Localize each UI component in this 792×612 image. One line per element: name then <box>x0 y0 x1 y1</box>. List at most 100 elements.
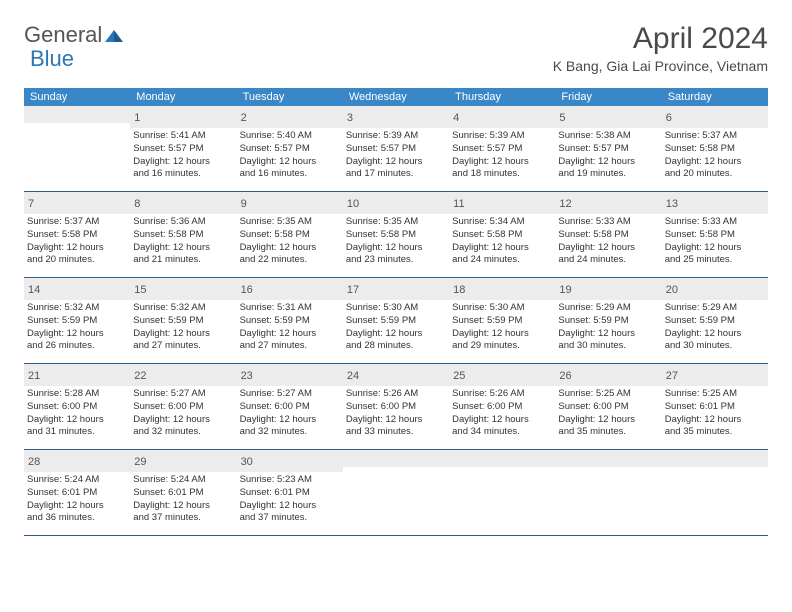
day-body: Sunrise: 5:29 AMSunset: 5:59 PMDaylight:… <box>558 300 658 353</box>
day-info-line: Daylight: 12 hours <box>133 242 233 255</box>
day-number: 24 <box>347 370 359 382</box>
day-info-line: Sunrise: 5:31 AM <box>240 302 340 315</box>
day-number-row: 2 <box>237 106 343 128</box>
day-number: 6 <box>666 112 672 124</box>
day-number: 5 <box>559 112 565 124</box>
day-cell: 4 Sunrise: 5:39 AMSunset: 5:57 PMDaylight… <box>449 106 555 191</box>
day-body: Sunrise: 5:41 AMSunset: 5:57 PMDaylight:… <box>133 128 233 181</box>
day-info-line: Sunrise: 5:32 AM <box>27 302 127 315</box>
day-body: Sunrise: 5:24 AMSunset: 6:01 PMDaylight:… <box>133 472 233 525</box>
day-number-row: 5 <box>555 106 661 128</box>
day-cell: 5 Sunrise: 5:38 AMSunset: 5:57 PMDaylight… <box>555 106 661 191</box>
day-number: 2 <box>241 112 247 124</box>
day-info-line: Sunset: 5:57 PM <box>133 143 233 156</box>
day-cell: 1Sunrise: 5:41 AMSunset: 5:57 PMDaylight… <box>130 106 236 191</box>
day-info-line: and 27 minutes. <box>240 340 340 353</box>
day-info-line: and 18 minutes. <box>452 168 552 181</box>
day-info-line: Sunrise: 5:24 AM <box>133 474 233 487</box>
day-body: Sunrise: 5:26 AMSunset: 6:00 PMDaylight:… <box>346 386 446 439</box>
day-cell: 16Sunrise: 5:31 AMSunset: 5:59 PMDayligh… <box>237 278 343 363</box>
day-info-line: Sunrise: 5:30 AM <box>452 302 552 315</box>
day-number-row: 28 <box>24 450 130 472</box>
day-cell <box>662 450 768 535</box>
day-number: 21 <box>28 370 40 382</box>
day-body: Sunrise: 5:32 AMSunset: 5:59 PMDaylight:… <box>27 300 127 353</box>
weekday-header: Friday <box>555 88 661 106</box>
day-cell: 25Sunrise: 5:26 AMSunset: 6:00 PMDayligh… <box>449 364 555 449</box>
day-info-line: Sunrise: 5:37 AM <box>665 130 765 143</box>
day-info-line: Daylight: 12 hours <box>240 414 340 427</box>
day-cell: 7Sunrise: 5:37 AMSunset: 5:58 PMDaylight… <box>24 192 130 277</box>
calendar-week-row: 28 Sunrise: 5:24 AMSunset: 6:01 PMDayligh… <box>24 450 768 536</box>
day-number-row: 1 <box>130 106 236 128</box>
day-cell: 18Sunrise: 5:30 AMSunset: 5:59 PMDayligh… <box>449 278 555 363</box>
day-body: Sunrise: 5:38 AMSunset: 5:57 PMDaylight:… <box>558 128 658 181</box>
day-info-line: Sunset: 6:00 PM <box>27 401 127 414</box>
day-info-line: Sunset: 5:58 PM <box>452 229 552 242</box>
day-body: Sunrise: 5:32 AMSunset: 5:59 PMDaylight:… <box>133 300 233 353</box>
title-block: April 2024 K Bang, Gia Lai Province, Vie… <box>553 22 768 74</box>
weekday-header: Tuesday <box>237 88 343 106</box>
day-info-line: Sunset: 5:58 PM <box>133 229 233 242</box>
day-body: Sunrise: 5:31 AMSunset: 5:59 PMDaylight:… <box>240 300 340 353</box>
day-number-row: 13 <box>662 192 768 214</box>
day-info-line: Daylight: 12 hours <box>346 328 446 341</box>
day-number: 19 <box>559 284 571 296</box>
day-cell: 30Sunrise: 5:23 AMSunset: 6:01 PMDayligh… <box>237 450 343 535</box>
day-info-line: Sunrise: 5:26 AM <box>452 388 552 401</box>
day-number: 4 <box>453 112 459 124</box>
day-number-row: 6 <box>662 106 768 128</box>
day-info-line: Daylight: 12 hours <box>240 328 340 341</box>
day-info-line: and 29 minutes. <box>452 340 552 353</box>
day-number-row: 4 <box>449 106 555 128</box>
day-body: Sunrise: 5:36 AMSunset: 5:58 PMDaylight:… <box>133 214 233 267</box>
day-body <box>346 467 446 469</box>
day-info-line: Sunrise: 5:25 AM <box>558 388 658 401</box>
day-number-row: 12 <box>555 192 661 214</box>
day-info-line: Daylight: 12 hours <box>558 328 658 341</box>
day-info-line: Daylight: 12 hours <box>133 328 233 341</box>
day-body: Sunrise: 5:28 AMSunset: 6:00 PMDaylight:… <box>27 386 127 439</box>
day-info-line: Sunrise: 5:24 AM <box>27 474 127 487</box>
day-info-line: Daylight: 12 hours <box>665 414 765 427</box>
day-info-line: Sunset: 5:59 PM <box>346 315 446 328</box>
day-info-line: Daylight: 12 hours <box>665 242 765 255</box>
weeks-container: 1Sunrise: 5:41 AMSunset: 5:57 PMDaylight… <box>24 106 768 536</box>
day-number-row: 20 <box>662 278 768 300</box>
day-cell: 20Sunrise: 5:29 AMSunset: 5:59 PMDayligh… <box>662 278 768 363</box>
day-cell: 14Sunrise: 5:32 AMSunset: 5:59 PMDayligh… <box>24 278 130 363</box>
day-info-line: Sunset: 5:57 PM <box>452 143 552 156</box>
day-number: 17 <box>347 284 359 296</box>
calendar-week-row: 7Sunrise: 5:37 AMSunset: 5:58 PMDaylight… <box>24 192 768 278</box>
day-info-line: Daylight: 12 hours <box>452 242 552 255</box>
month-title: April 2024 <box>553 22 768 56</box>
day-info-line: Daylight: 12 hours <box>665 156 765 169</box>
calendar-week-row: 14Sunrise: 5:32 AMSunset: 5:59 PMDayligh… <box>24 278 768 364</box>
day-cell: 8Sunrise: 5:36 AMSunset: 5:58 PMDaylight… <box>130 192 236 277</box>
day-cell: 15 Sunrise: 5:32 AMSunset: 5:59 PMDayligh… <box>130 278 236 363</box>
day-info-line: Sunset: 5:59 PM <box>240 315 340 328</box>
day-info-line: Sunrise: 5:39 AM <box>346 130 446 143</box>
weekday-header: Thursday <box>449 88 555 106</box>
day-body: Sunrise: 5:39 AMSunset: 5:57 PMDaylight:… <box>452 128 552 181</box>
day-info-line: Daylight: 12 hours <box>665 328 765 341</box>
day-info-line: and 32 minutes. <box>133 426 233 439</box>
day-number-row: 27 <box>662 364 768 386</box>
day-body: Sunrise: 5:35 AMSunset: 5:58 PMDaylight:… <box>240 214 340 267</box>
day-info-line: Sunrise: 5:38 AM <box>558 130 658 143</box>
day-number-row: 8 <box>130 192 236 214</box>
day-info-line: Daylight: 12 hours <box>27 242 127 255</box>
day-number: 27 <box>666 370 678 382</box>
day-info-line: and 24 minutes. <box>558 254 658 267</box>
day-info-line: Sunrise: 5:29 AM <box>665 302 765 315</box>
day-body: Sunrise: 5:33 AMSunset: 5:58 PMDaylight:… <box>665 214 765 267</box>
day-info-line: Sunset: 6:01 PM <box>27 487 127 500</box>
day-number: 15 <box>134 284 146 296</box>
day-number-row: 10 <box>343 192 449 214</box>
day-info-line: Sunset: 6:00 PM <box>240 401 340 414</box>
day-number-row: 23 <box>237 364 343 386</box>
day-number: 28 <box>28 456 40 468</box>
day-info-line: Sunset: 5:59 PM <box>27 315 127 328</box>
logo: General <box>24 22 125 48</box>
day-body: Sunrise: 5:35 AMSunset: 5:58 PMDaylight:… <box>346 214 446 267</box>
